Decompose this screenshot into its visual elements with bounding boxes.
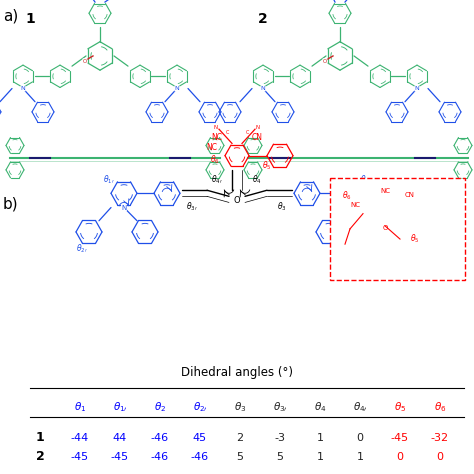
Text: -46: -46 — [151, 452, 169, 462]
Text: $\theta_{4\prime}$: $\theta_{4\prime}$ — [353, 400, 367, 414]
Text: 5: 5 — [276, 452, 283, 462]
Text: 5: 5 — [237, 452, 244, 462]
Text: N: N — [256, 125, 260, 130]
Text: N: N — [415, 86, 419, 91]
Text: -44: -44 — [71, 433, 89, 443]
Text: 45: 45 — [193, 433, 207, 443]
Text: a): a) — [3, 8, 18, 23]
Text: $\theta_{2\prime}$: $\theta_{2\prime}$ — [76, 243, 88, 255]
Text: $\theta_1$: $\theta_1$ — [74, 400, 86, 414]
Text: $\theta_{6}$: $\theta_{6}$ — [210, 154, 220, 166]
Text: O: O — [323, 58, 327, 64]
Text: NC: NC — [350, 202, 360, 209]
Text: 1: 1 — [356, 452, 364, 462]
Text: O: O — [83, 58, 87, 64]
Text: N: N — [347, 204, 353, 210]
Text: $\theta_{2\prime}$: $\theta_{2\prime}$ — [192, 400, 208, 414]
Text: $\theta_4$: $\theta_4$ — [314, 400, 326, 414]
Text: 0: 0 — [437, 452, 444, 462]
Text: N: N — [121, 204, 127, 210]
Text: C: C — [225, 130, 228, 135]
Text: -45: -45 — [71, 452, 89, 462]
Text: -46: -46 — [151, 433, 169, 443]
Text: $\theta_6$: $\theta_6$ — [434, 400, 446, 414]
Text: $\theta_{4}$: $\theta_{4}$ — [252, 174, 262, 186]
Text: $\theta_{3}$: $\theta_{3}$ — [277, 200, 287, 213]
Text: 1: 1 — [317, 433, 323, 443]
Text: C: C — [246, 130, 249, 135]
Text: -46: -46 — [191, 452, 209, 462]
Text: N: N — [261, 86, 265, 91]
Text: $\theta_{3\prime}$: $\theta_{3\prime}$ — [186, 200, 198, 213]
Text: 2: 2 — [258, 12, 268, 26]
Text: $\theta_{5}$: $\theta_{5}$ — [262, 160, 272, 172]
Text: CN: CN — [252, 133, 263, 142]
Text: $\theta_{1\prime}$: $\theta_{1\prime}$ — [103, 174, 115, 186]
Text: $\theta_5$: $\theta_5$ — [394, 400, 406, 414]
Text: 1: 1 — [317, 452, 323, 462]
Text: $\theta_{4\prime}$: $\theta_{4\prime}$ — [211, 174, 223, 186]
Text: 0: 0 — [396, 452, 403, 462]
Text: -45: -45 — [391, 433, 409, 443]
Text: $\theta_3$: $\theta_3$ — [234, 400, 246, 414]
Text: -3: -3 — [274, 433, 285, 443]
Text: CN: CN — [405, 192, 415, 198]
Text: $\theta_5$: $\theta_5$ — [410, 233, 420, 246]
Text: O: O — [383, 225, 388, 231]
Text: N: N — [214, 125, 218, 130]
Text: b): b) — [3, 196, 18, 211]
Text: 44: 44 — [113, 433, 127, 443]
Text: -45: -45 — [111, 452, 129, 462]
Text: $\theta_{1}$: $\theta_{1}$ — [360, 174, 370, 186]
Text: NC: NC — [380, 188, 390, 194]
Bar — [330, 178, 465, 280]
Text: 1: 1 — [25, 12, 35, 26]
Text: -32: -32 — [431, 433, 449, 443]
Text: 2: 2 — [36, 450, 45, 463]
Text: $\theta_{3\prime}$: $\theta_{3\prime}$ — [273, 400, 287, 414]
Text: $\theta_6$: $\theta_6$ — [342, 189, 352, 201]
Text: 0: 0 — [356, 433, 364, 443]
Text: Dihedral angles (°): Dihedral angles (°) — [181, 366, 293, 379]
Text: N: N — [174, 86, 179, 91]
Text: NC: NC — [206, 143, 217, 152]
Text: $\theta_{2}$: $\theta_{2}$ — [387, 243, 397, 255]
Text: $\theta_2$: $\theta_2$ — [154, 400, 166, 414]
Text: N: N — [21, 86, 26, 91]
Text: 1: 1 — [36, 431, 45, 444]
Text: 2: 2 — [237, 433, 244, 443]
Text: O: O — [234, 196, 240, 205]
Text: NC: NC — [211, 133, 222, 142]
Text: $\theta_{1\prime}$: $\theta_{1\prime}$ — [112, 400, 128, 414]
